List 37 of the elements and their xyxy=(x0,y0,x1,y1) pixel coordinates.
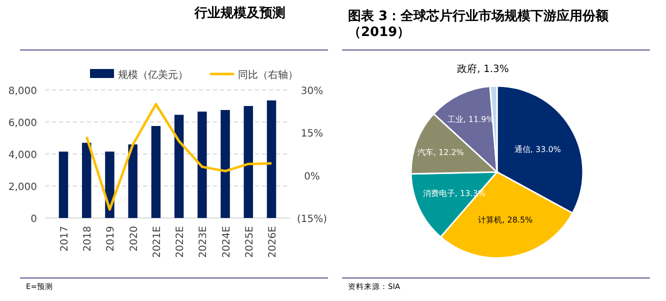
bar xyxy=(220,110,230,218)
x-tick-label: 2020 xyxy=(128,226,140,252)
x-tick-label: 2024E xyxy=(221,226,232,258)
bar xyxy=(128,144,138,218)
y2-tick-label: (15%) xyxy=(296,214,328,225)
line-series xyxy=(85,102,273,211)
x-tick-label: 2019 xyxy=(106,226,117,252)
slice-label: 计算机, 28.5% xyxy=(478,216,534,225)
x-tick-label: 2021E xyxy=(152,226,163,258)
y2-tick-label: 15% xyxy=(300,128,324,140)
y2-tick-label: 30% xyxy=(300,86,324,97)
y-tick-label: 0 xyxy=(30,214,37,225)
bar xyxy=(244,106,254,218)
legend-label: 同比（右轴） xyxy=(238,69,298,81)
slice-label: 汽车, 12.2% xyxy=(417,148,464,157)
bar xyxy=(266,100,276,218)
x-tick-label: 2023E xyxy=(198,226,210,258)
chart-title: 行业规模及预测 xyxy=(194,6,286,21)
y2-tick-label: 0% xyxy=(304,171,320,182)
chart-title: 图表 3：全球芯片行业市场规模下游应用份额（2019） xyxy=(348,8,610,40)
bar xyxy=(151,126,161,218)
y-tick-label: 4,000 xyxy=(8,150,37,161)
x-tick-label: 2018 xyxy=(82,226,94,252)
y-tick-label: 2,000 xyxy=(8,182,37,193)
legend-label: 规模（亿美元） xyxy=(118,69,188,81)
x-tick-label: 2025E xyxy=(244,226,256,258)
bar xyxy=(58,152,68,218)
x-tick-label: 2017 xyxy=(59,226,70,252)
y-tick-label: 8,000 xyxy=(8,86,37,97)
slice-label: 政府, 1.3% xyxy=(457,63,509,76)
bar xyxy=(82,142,92,218)
bar xyxy=(174,114,184,218)
slice-label: 通信, 33.0% xyxy=(514,144,562,154)
y-tick-label: 6,000 xyxy=(8,118,37,129)
x-tick-label: 2022E xyxy=(175,226,186,258)
x-tick-label: 2026E xyxy=(268,226,279,258)
bar xyxy=(198,112,207,218)
